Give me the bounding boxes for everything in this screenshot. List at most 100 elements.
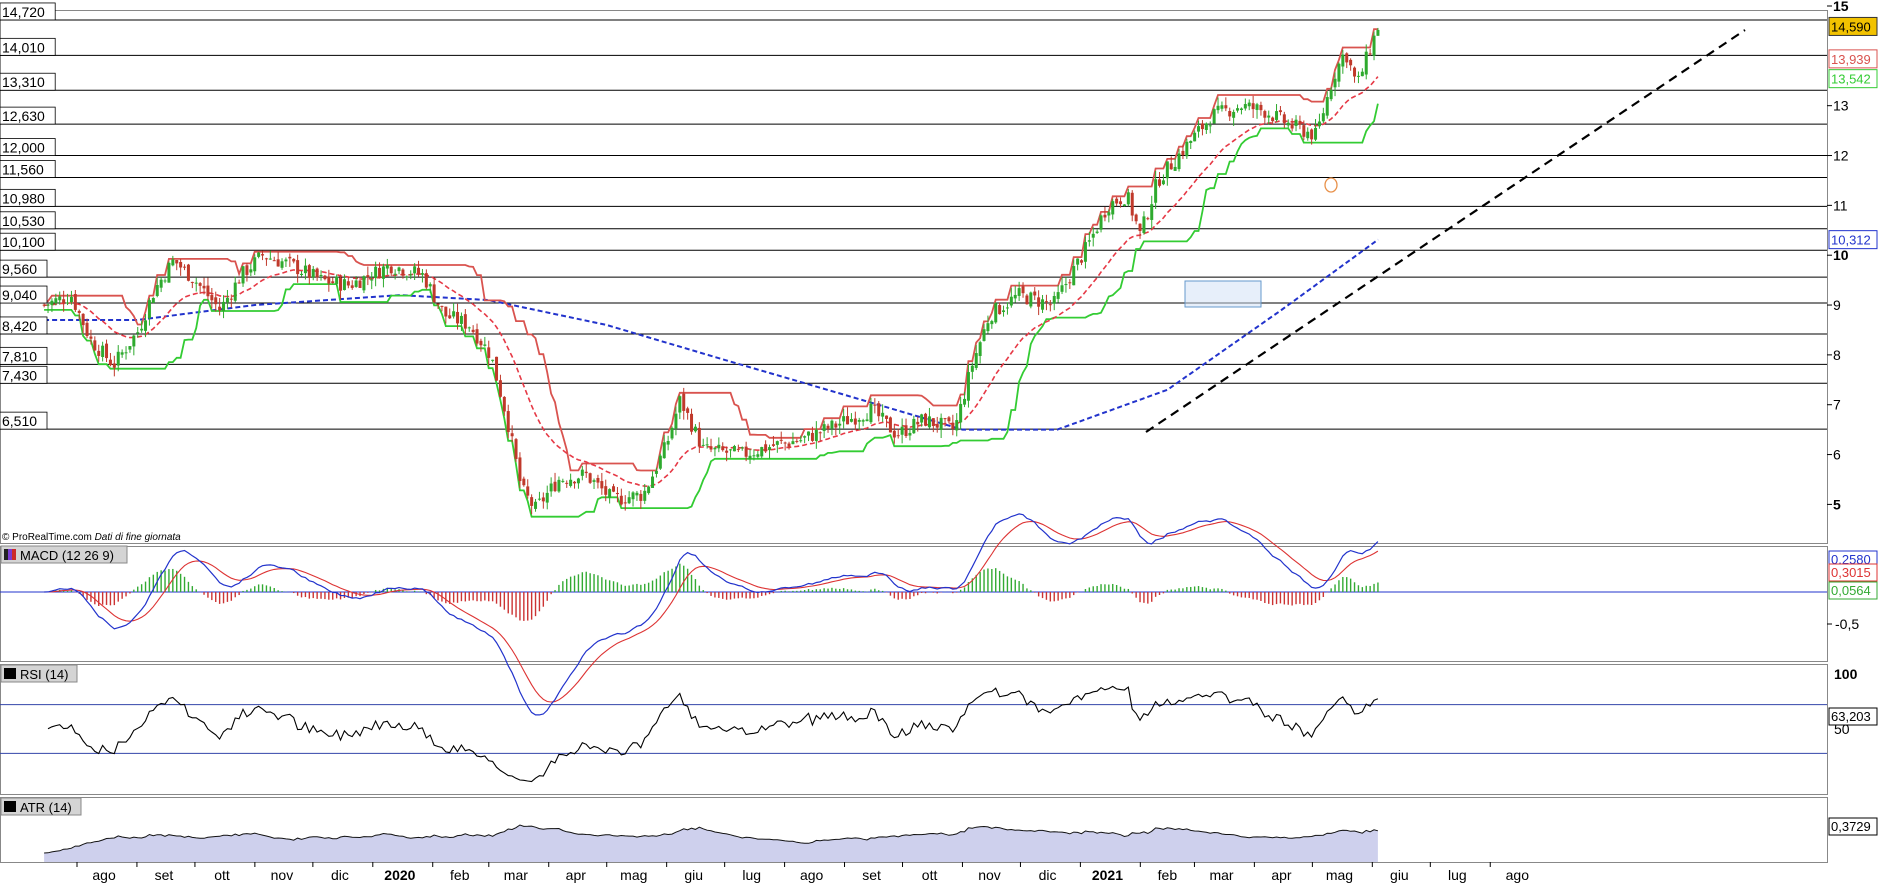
- candle-body: [393, 273, 397, 275]
- candle-body: [561, 480, 565, 482]
- panel-frame: [0, 797, 1828, 863]
- candle-body: [1119, 201, 1123, 205]
- candle-body: [463, 314, 467, 329]
- time-axis: ago set ott nov dic 2020 feb mar apr mag giu lug ago…: [76, 862, 1529, 883]
- candle-body: [128, 346, 132, 350]
- level-label-box: [0, 188, 56, 207]
- candle-body: [1025, 295, 1029, 305]
- candle-body: [986, 323, 990, 332]
- macd-line: [44, 513, 1379, 716]
- candle-body: [1282, 114, 1286, 124]
- level-label: 11,560: [2, 161, 44, 177]
- candle-body: [300, 273, 304, 275]
- candle-body: [963, 398, 967, 405]
- candle-body: [514, 439, 518, 459]
- candle-body: [573, 481, 577, 484]
- candle-body: [670, 427, 674, 439]
- level-label: 12,000: [2, 140, 45, 156]
- candle-body: [190, 281, 194, 283]
- macd-value-tag-box: [1828, 581, 1878, 600]
- candle-body: [760, 447, 764, 457]
- candle-body: [557, 479, 561, 492]
- candle-body: [163, 280, 167, 282]
- level-label: 10,980: [2, 190, 45, 206]
- panel-frames: [0, 10, 1828, 863]
- candle-body: [682, 393, 686, 411]
- candle-body: [1376, 29, 1380, 36]
- axis-tick-label: 5: [1833, 496, 1841, 512]
- candle-body: [1220, 105, 1224, 109]
- candle-body: [1314, 127, 1318, 140]
- candle-body: [1142, 216, 1146, 234]
- candle-body: [1130, 192, 1134, 216]
- candle-body: [350, 285, 354, 288]
- level-label-box: [0, 138, 56, 156]
- level-label-box: [0, 211, 56, 230]
- candle-body: [1068, 282, 1072, 284]
- candle-body: [452, 311, 456, 317]
- candle-body: [1251, 103, 1255, 110]
- time-label: ott: [214, 867, 230, 883]
- level-label: 6,510: [2, 413, 37, 429]
- candle-body: [1224, 105, 1228, 109]
- candle-body: [124, 352, 128, 354]
- macd-value-tag: 0,3015: [1831, 565, 1871, 580]
- candle-body: [1111, 201, 1115, 215]
- candle-body: [522, 478, 526, 486]
- candle-body: [693, 426, 697, 432]
- time-label: dic: [331, 867, 349, 883]
- candle-body: [268, 258, 272, 260]
- candle-body: [631, 492, 635, 500]
- candle-body: [635, 492, 639, 496]
- candle-body: [1072, 266, 1076, 286]
- macd-value-tag-box: [1828, 563, 1878, 582]
- candle-body: [1337, 63, 1341, 82]
- candle-body: [89, 336, 93, 339]
- time-label: giu: [1390, 867, 1409, 883]
- candle-body: [752, 455, 756, 457]
- candle-body: [257, 252, 261, 257]
- candle-body: [904, 425, 908, 437]
- candle-body: [927, 416, 931, 428]
- candle-body: [775, 441, 779, 445]
- candle-body: [592, 480, 596, 482]
- macd-title-text: MACD (12 26 9): [20, 548, 114, 563]
- candle-body: [483, 344, 487, 346]
- candle-body: [748, 455, 752, 460]
- panel-frame: [0, 664, 1828, 795]
- candle-body: [931, 418, 935, 427]
- ma-long-line: [44, 238, 1379, 431]
- panel-frame: [0, 546, 1828, 662]
- candle-body: [1158, 179, 1162, 186]
- candle-body: [580, 469, 584, 476]
- candle-body: [186, 264, 190, 281]
- atr-title-text: ATR (14): [20, 800, 72, 815]
- rsi-value-tag: 63,203: [1831, 709, 1871, 724]
- level-label: 7,430: [2, 367, 37, 383]
- candle-body: [58, 296, 62, 301]
- candle-body: [1333, 78, 1337, 88]
- candle-body: [1360, 71, 1364, 77]
- candle-body: [994, 303, 998, 323]
- candle-body: [346, 281, 350, 286]
- candle-body: [159, 279, 163, 288]
- time-label: set: [155, 867, 174, 883]
- candle-body: [1154, 179, 1158, 203]
- candle-body: [46, 304, 50, 306]
- candle-body: [69, 296, 73, 303]
- candle-body: [596, 477, 600, 483]
- candle-body: [1267, 115, 1271, 118]
- macd-value-tag: 0,2580: [1831, 552, 1871, 567]
- atr-title: ATR (14): [0, 797, 82, 816]
- rsi-value-tag-box: [1828, 707, 1878, 726]
- candle-body: [225, 297, 229, 303]
- candle-body: [834, 423, 838, 428]
- candle-body: [619, 495, 623, 505]
- candle-body: [768, 447, 772, 451]
- candle-body: [849, 419, 853, 422]
- axis-tick-label: 7: [1833, 397, 1841, 413]
- candle-body: [537, 498, 541, 500]
